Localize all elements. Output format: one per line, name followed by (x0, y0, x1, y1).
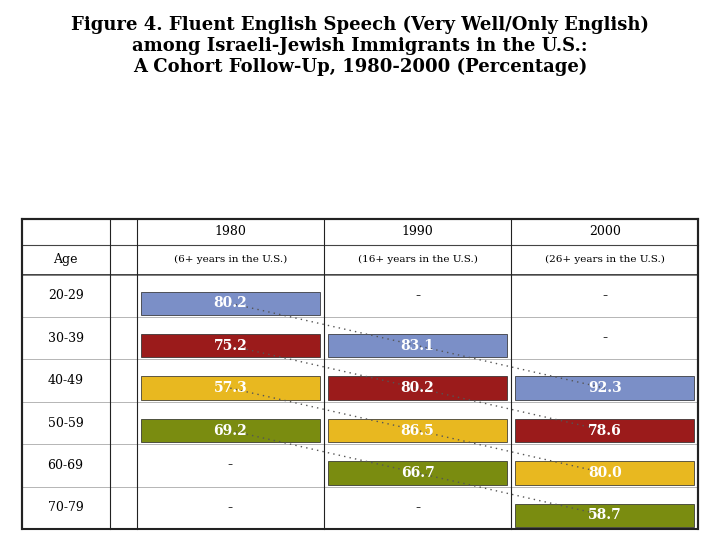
Bar (516, 461, 694, 484)
Text: 58.7: 58.7 (588, 508, 621, 522)
Text: 57.3: 57.3 (213, 381, 247, 395)
Text: 1990: 1990 (402, 225, 433, 238)
Bar (328, 419, 507, 442)
Text: 50-59: 50-59 (48, 417, 84, 430)
Bar (141, 419, 320, 442)
Text: 78.6: 78.6 (588, 423, 621, 437)
Text: 75.2: 75.2 (213, 339, 247, 353)
Bar (141, 376, 320, 400)
Text: 20-29: 20-29 (48, 289, 84, 302)
Text: 2000: 2000 (589, 225, 621, 238)
Bar (22, 219, 698, 529)
Text: -: - (415, 289, 420, 303)
Bar (141, 292, 320, 315)
Text: 66.7: 66.7 (400, 466, 434, 480)
Text: 86.5: 86.5 (400, 423, 434, 437)
Text: -: - (228, 501, 233, 515)
Text: -: - (415, 501, 420, 515)
Text: 92.3: 92.3 (588, 381, 621, 395)
Bar (22, 219, 698, 529)
Text: -: - (602, 289, 608, 303)
Text: 40-49: 40-49 (48, 374, 84, 387)
Bar (328, 334, 507, 357)
Bar (141, 334, 320, 357)
Text: 80.2: 80.2 (400, 381, 434, 395)
Bar (328, 376, 507, 400)
Bar (516, 376, 694, 400)
Bar (328, 461, 507, 484)
Text: Figure 4. Fluent English Speech (Very Well/Only English)
among Israeli-Jewish Im: Figure 4. Fluent English Speech (Very We… (71, 16, 649, 76)
Text: 80.0: 80.0 (588, 466, 621, 480)
Text: 30-39: 30-39 (48, 332, 84, 345)
Bar (516, 504, 694, 527)
Text: (26+ years in the U.S.): (26+ years in the U.S.) (545, 255, 665, 265)
Text: 60-69: 60-69 (48, 459, 84, 472)
Text: 80.2: 80.2 (213, 296, 247, 310)
Text: -: - (228, 458, 233, 472)
Text: 69.2: 69.2 (213, 423, 247, 437)
Text: Age: Age (53, 253, 78, 266)
Bar (516, 419, 694, 442)
Text: 83.1: 83.1 (400, 339, 434, 353)
Text: 70-79: 70-79 (48, 502, 84, 515)
Text: (16+ years in the U.S.): (16+ years in the U.S.) (358, 255, 477, 265)
Text: -: - (602, 331, 608, 345)
Text: 1980: 1980 (215, 225, 246, 238)
Text: (6+ years in the U.S.): (6+ years in the U.S.) (174, 255, 287, 265)
